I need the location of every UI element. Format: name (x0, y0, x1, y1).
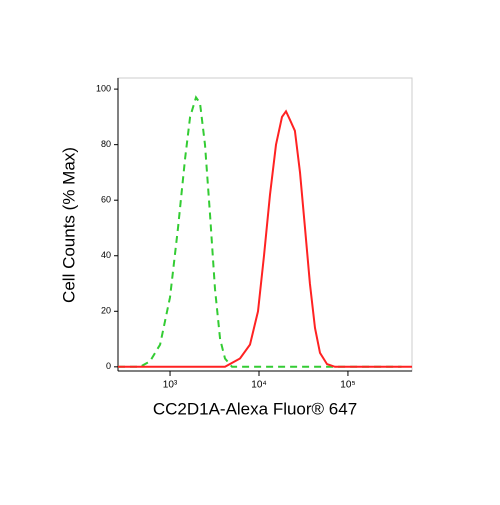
plot-frame (117, 77, 413, 372)
x-tick-label: 10³ (163, 380, 178, 391)
x-tick-label: 10⁴ (251, 380, 266, 391)
x-tick-label: 10⁵ (340, 380, 355, 391)
y-axis-label: Cell Counts (% Max) (59, 147, 78, 303)
y-tick-label: 100 (96, 83, 111, 93)
y-tick-label: 0 (106, 361, 111, 371)
y-tick-label: 80 (101, 139, 111, 149)
x-axis-label: CC2D1A-Alexa Fluor® 647 (153, 399, 357, 418)
y-tick-label: 60 (101, 195, 111, 205)
y-tick-label: 20 (101, 306, 111, 316)
histogram-line (118, 109, 412, 368)
histogram-line (118, 95, 402, 368)
y-tick-label: 40 (101, 250, 111, 260)
